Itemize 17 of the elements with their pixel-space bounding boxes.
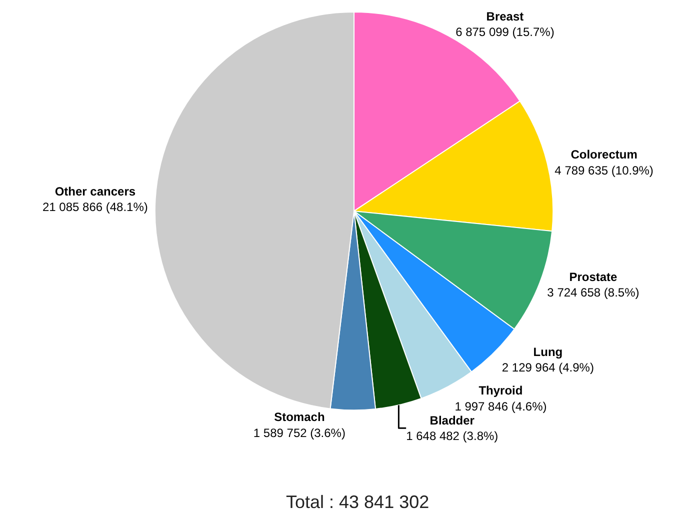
slice-label: Lung [533, 344, 563, 359]
text: Total : 43 841 302 [286, 492, 430, 512]
slice-label: Other cancers [54, 184, 136, 198]
data-label: 3 724 658 (8.5%) [547, 285, 640, 300]
slice-label: Colorectum [570, 148, 638, 162]
data-label: 21 085 866 (48.1%) [42, 200, 148, 214]
slice-label: Breast [486, 9, 524, 24]
slice-label: Bladder [430, 413, 475, 428]
slice-label: Thyroid [478, 384, 523, 398]
data-label: 1 648 482 (3.8%) [406, 428, 498, 443]
data-label: 1 589 752 (3.6%) [253, 426, 346, 440]
data-label: 6 875 099 (15.7%) [456, 24, 554, 39]
data-label: 4 789 635 (10.9%) [554, 163, 654, 178]
data-label: 2 129 964 (4.9%) [502, 360, 594, 374]
slice-label: Stomach [274, 410, 325, 424]
data-label: 1 997 846 (4.6%) [454, 399, 547, 414]
slice-label: Prostate [569, 270, 618, 284]
